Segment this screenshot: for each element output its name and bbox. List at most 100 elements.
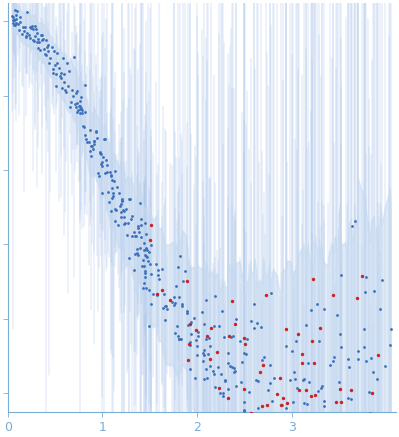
Point (132, 251, 138, 258)
Point (203, 335, 209, 342)
Point (199, 309, 205, 316)
Point (251, 300, 257, 307)
Point (382, 362, 389, 369)
Point (10, 13, 16, 20)
Point (212, 292, 219, 299)
Point (120, 206, 126, 213)
Point (129, 232, 135, 239)
Point (229, 363, 235, 370)
Point (306, 379, 312, 386)
Point (74, 88, 80, 95)
Point (186, 339, 193, 346)
Point (153, 290, 160, 297)
Point (80, 122, 86, 129)
Point (61, 71, 67, 78)
Point (318, 382, 325, 389)
Point (107, 172, 114, 179)
Point (135, 252, 141, 259)
Point (117, 203, 123, 210)
Point (260, 361, 267, 368)
Point (321, 398, 327, 405)
Point (263, 291, 269, 298)
Point (294, 425, 300, 432)
Point (178, 336, 184, 343)
Point (24, 30, 31, 37)
Point (185, 357, 191, 364)
Point (104, 168, 110, 175)
Point (73, 100, 80, 107)
Point (289, 433, 295, 437)
Point (258, 323, 264, 330)
Point (23, 32, 30, 39)
Point (39, 36, 45, 43)
Point (171, 302, 178, 309)
Point (60, 54, 66, 61)
Point (346, 364, 353, 371)
Point (45, 41, 51, 48)
Point (261, 434, 268, 437)
Point (293, 337, 300, 344)
Point (147, 242, 154, 249)
Point (91, 138, 97, 145)
Point (239, 358, 245, 365)
Point (153, 261, 160, 268)
Point (90, 146, 97, 153)
Point (104, 161, 110, 168)
Point (148, 222, 154, 229)
Point (365, 389, 372, 396)
Point (232, 368, 239, 375)
Point (142, 219, 148, 226)
Point (106, 198, 113, 205)
Point (248, 317, 254, 324)
Point (241, 407, 247, 414)
Point (193, 327, 199, 334)
Point (337, 385, 343, 392)
Point (328, 417, 335, 424)
Point (298, 350, 305, 357)
Point (294, 417, 301, 424)
Point (173, 283, 180, 290)
Point (330, 291, 337, 298)
Point (331, 354, 337, 361)
Point (81, 124, 87, 131)
Point (35, 44, 41, 51)
Point (208, 325, 215, 332)
Point (12, 7, 18, 14)
Point (160, 291, 167, 298)
Point (246, 431, 252, 437)
Point (169, 298, 176, 305)
Point (118, 208, 124, 215)
Point (143, 244, 150, 251)
Point (57, 74, 64, 81)
Point (131, 267, 138, 274)
Point (227, 362, 233, 369)
Point (267, 379, 273, 386)
Point (227, 333, 234, 340)
Point (292, 375, 298, 382)
Point (44, 44, 50, 51)
Point (122, 220, 128, 227)
Point (159, 265, 165, 272)
Point (355, 356, 361, 363)
Point (62, 88, 69, 95)
Point (290, 428, 297, 435)
Point (218, 371, 225, 378)
Point (137, 234, 144, 241)
Point (387, 341, 393, 348)
Point (32, 22, 39, 29)
Point (146, 249, 152, 256)
Point (314, 301, 320, 308)
Point (32, 32, 39, 39)
Point (88, 143, 95, 150)
Point (240, 350, 247, 357)
Point (308, 307, 314, 314)
Point (255, 404, 261, 411)
Point (49, 69, 56, 76)
Point (77, 103, 83, 110)
Point (137, 245, 143, 252)
Point (333, 399, 339, 406)
Point (224, 386, 231, 393)
Point (226, 333, 232, 340)
Point (134, 225, 141, 232)
Point (175, 293, 182, 300)
